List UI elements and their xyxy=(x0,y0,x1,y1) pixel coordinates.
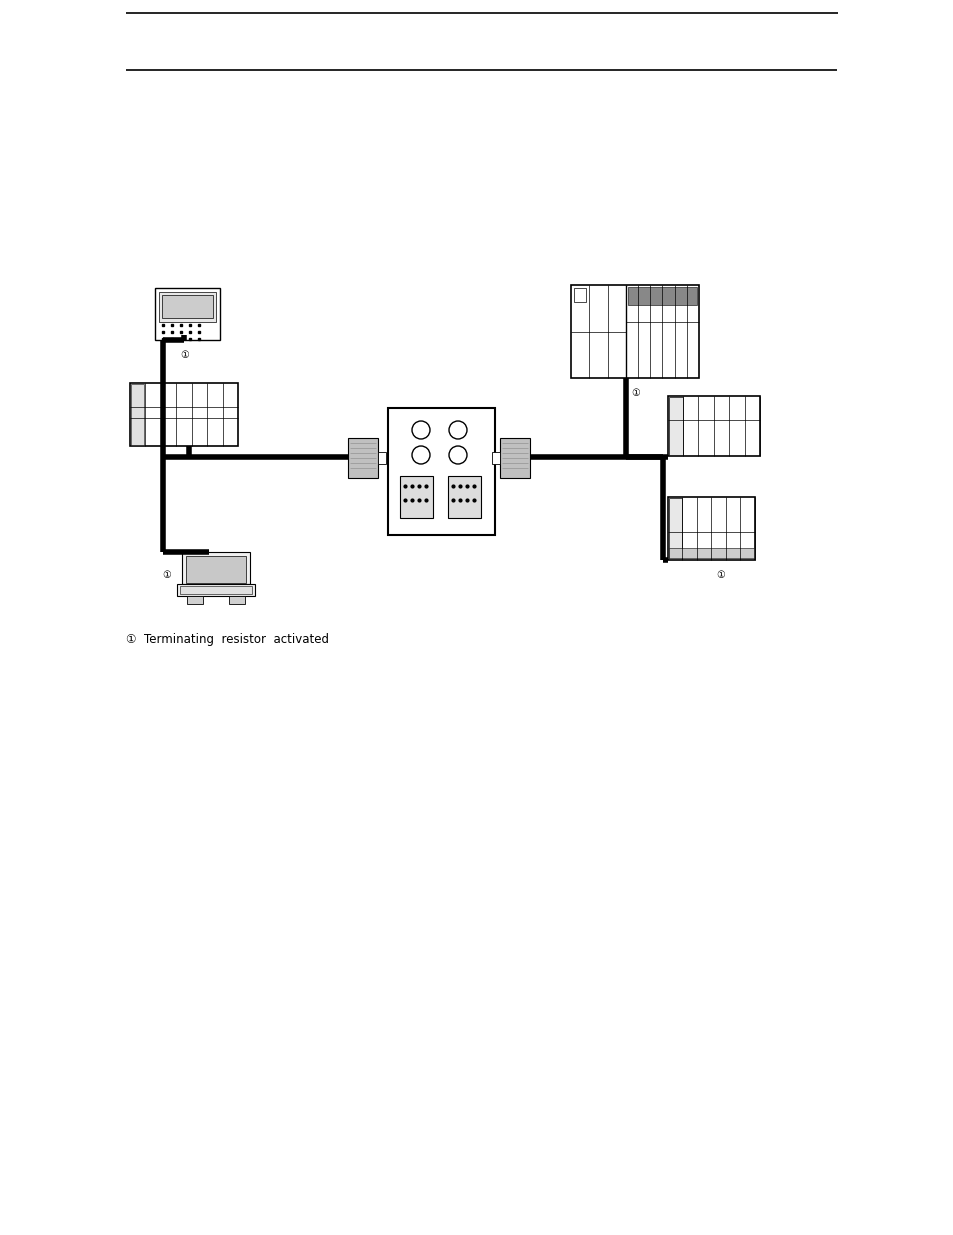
Bar xyxy=(492,452,499,464)
Bar xyxy=(131,384,144,445)
Circle shape xyxy=(412,421,430,438)
Bar xyxy=(177,584,254,595)
Circle shape xyxy=(412,446,430,464)
Text: ①  Terminating  resistor  activated: ① Terminating resistor activated xyxy=(126,634,329,646)
Bar xyxy=(162,295,213,319)
Bar xyxy=(668,548,753,558)
Bar xyxy=(348,438,377,478)
Text: ①: ① xyxy=(631,388,639,398)
Bar xyxy=(377,452,386,464)
Bar xyxy=(499,438,530,478)
Bar xyxy=(159,291,215,322)
Text: ①: ① xyxy=(715,571,724,580)
Bar xyxy=(574,288,585,303)
Bar xyxy=(571,285,699,378)
Bar xyxy=(186,556,246,583)
Circle shape xyxy=(449,421,467,438)
Bar xyxy=(667,496,754,559)
Bar xyxy=(154,288,220,340)
Text: ①: ① xyxy=(162,571,172,580)
Bar xyxy=(667,396,760,456)
Bar xyxy=(229,595,245,604)
Bar xyxy=(187,595,203,604)
Bar xyxy=(182,552,250,584)
Bar xyxy=(448,475,480,517)
Bar xyxy=(668,498,681,559)
Bar xyxy=(668,396,682,454)
Text: ①: ① xyxy=(180,350,189,359)
Bar xyxy=(130,383,237,446)
Bar xyxy=(627,287,697,305)
Circle shape xyxy=(449,446,467,464)
Bar xyxy=(180,585,252,594)
Bar xyxy=(399,475,433,517)
Bar xyxy=(388,408,495,535)
